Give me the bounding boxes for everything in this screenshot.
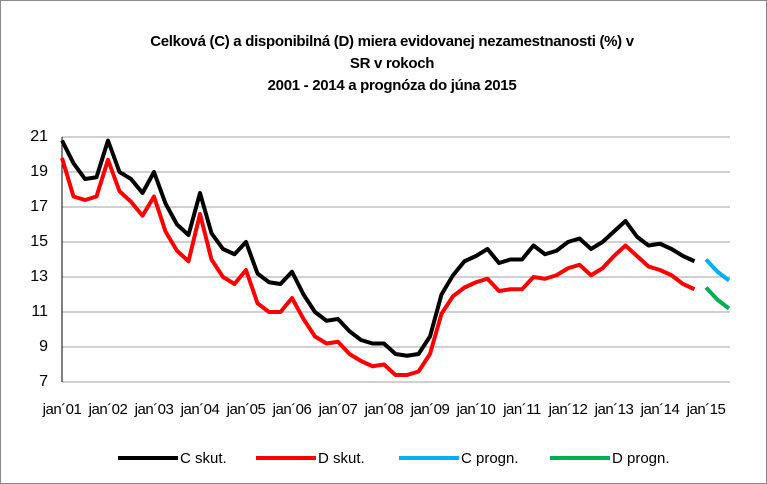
chart-title: 2001 - 2014 a prognóza do júna 2015 (268, 77, 517, 94)
data-line (704, 258, 731, 283)
x-tick-label: jan´07 (318, 401, 358, 418)
y-tick-label: 21 (30, 128, 48, 145)
x-tick-label: jan´08 (364, 401, 404, 418)
y-tick-label: 9 (39, 338, 48, 355)
legend-label: D progn. (612, 450, 670, 467)
y-tick-label: 11 (31, 303, 48, 320)
legend-label: C progn. (461, 450, 519, 467)
legend-label: C skut. (180, 450, 227, 467)
chart-title: SR v rokoch (350, 55, 434, 72)
y-tick-label: 7 (39, 373, 48, 390)
legend-label: D skut. (318, 450, 365, 467)
plot-area (62, 137, 730, 382)
x-tick-label: jan´14 (640, 401, 680, 418)
x-tick-label: jan´09 (410, 401, 450, 418)
x-tick-label: jan´06 (272, 401, 312, 418)
x-tick-label: jan´11 (502, 401, 541, 418)
x-tick-label: jan´05 (226, 401, 266, 418)
x-tick-label: jan´15 (686, 401, 726, 418)
x-tick-label: jan´12 (548, 401, 588, 418)
y-tick-label: 17 (30, 198, 48, 215)
y-tick-label: 13 (30, 268, 48, 285)
x-tick-label: jan´02 (88, 401, 128, 418)
x-tick-label: jan´10 (456, 401, 496, 418)
data-line (704, 286, 731, 311)
y-tick-label: 19 (30, 163, 48, 180)
chart-title: Celková (C) a disponibilná (D) miera evi… (150, 33, 635, 50)
x-tick-label: jan´01 (42, 401, 82, 418)
x-tick-label: jan´03 (134, 401, 174, 418)
x-tick-label: jan´04 (180, 401, 220, 418)
y-tick-label: 15 (30, 233, 48, 250)
data-line (60, 138, 696, 358)
x-tick-label: jan´13 (594, 401, 634, 418)
data-line (60, 157, 696, 377)
